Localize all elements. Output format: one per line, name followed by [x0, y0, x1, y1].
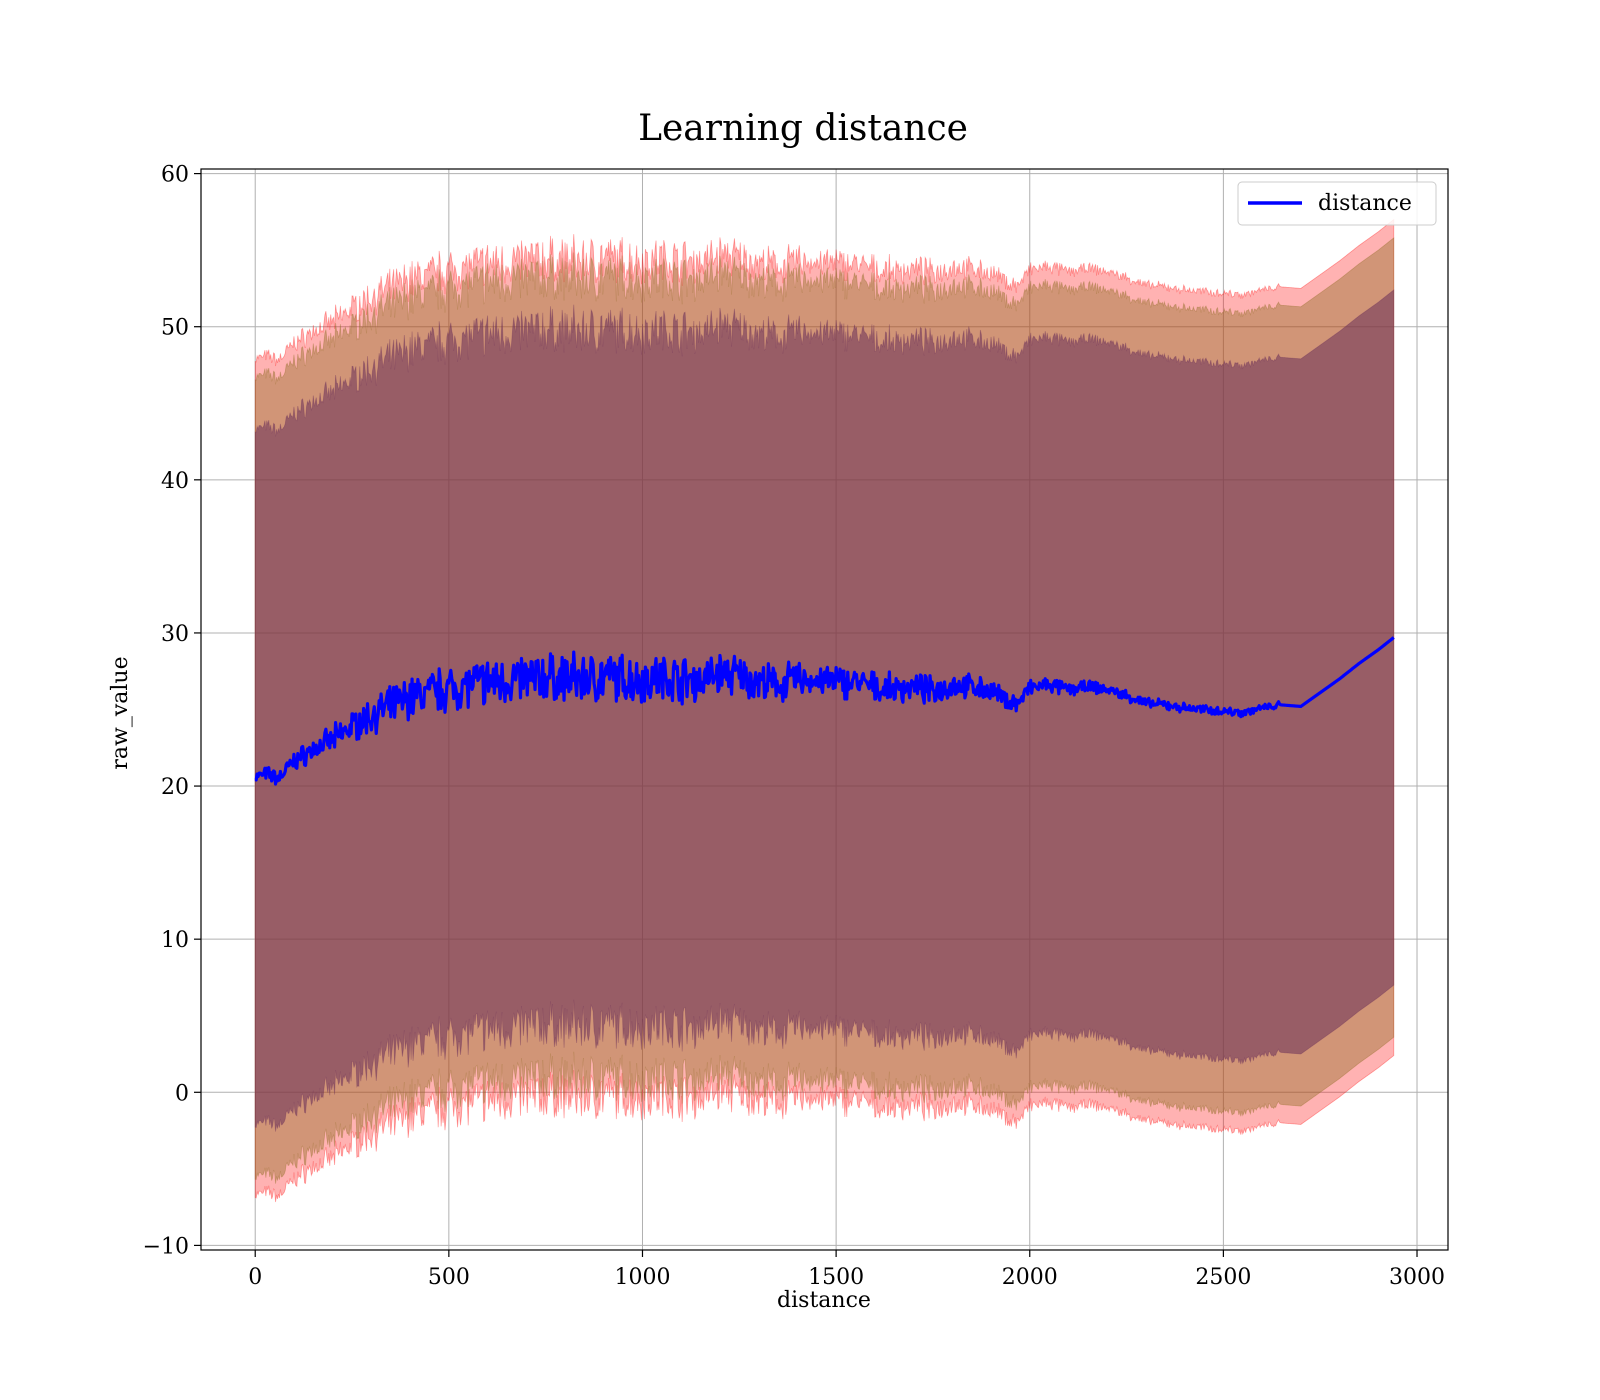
y-tick-label: 60 [161, 163, 189, 188]
x-axis-label: distance [777, 1288, 871, 1313]
plot-area [200, 168, 1449, 1251]
y-tick-label: 30 [161, 622, 189, 647]
y-tick-label: 0 [175, 1081, 189, 1106]
legend-box [1237, 181, 1437, 226]
y-tick-label: −10 [143, 1234, 189, 1259]
y-tick-label: 20 [161, 775, 189, 800]
series-line-distance [254, 636, 1395, 786]
y-tick-label: 10 [161, 928, 189, 953]
legend: distance [1237, 181, 1437, 226]
y-tick-label: 40 [161, 469, 189, 494]
band-inner [254, 289, 1395, 1132]
x-tick-label: 2000 [1002, 1265, 1058, 1290]
series-lines [254, 636, 1395, 786]
x-axis: 0 500 1000 1500 2000 2500 3000 [248, 1250, 1445, 1290]
x-tick-label: 1500 [808, 1265, 864, 1290]
x-tick-label: 0 [248, 1265, 262, 1290]
plot-frame [200, 168, 1449, 1251]
y-axis: −10 0 10 20 30 40 50 60 [143, 163, 201, 1259]
chart-title: Learning distance [638, 108, 968, 149]
y-axis-label: raw_value [108, 656, 133, 769]
x-tick-label: 3000 [1389, 1265, 1445, 1290]
x-tick-label: 2500 [1195, 1265, 1251, 1290]
x-tick-label: 1000 [614, 1265, 670, 1290]
x-tick-label: 500 [428, 1265, 470, 1290]
legend-label-distance: distance [1318, 191, 1412, 216]
confidence-bands [254, 218, 1395, 1203]
y-tick-label: 50 [161, 316, 189, 341]
